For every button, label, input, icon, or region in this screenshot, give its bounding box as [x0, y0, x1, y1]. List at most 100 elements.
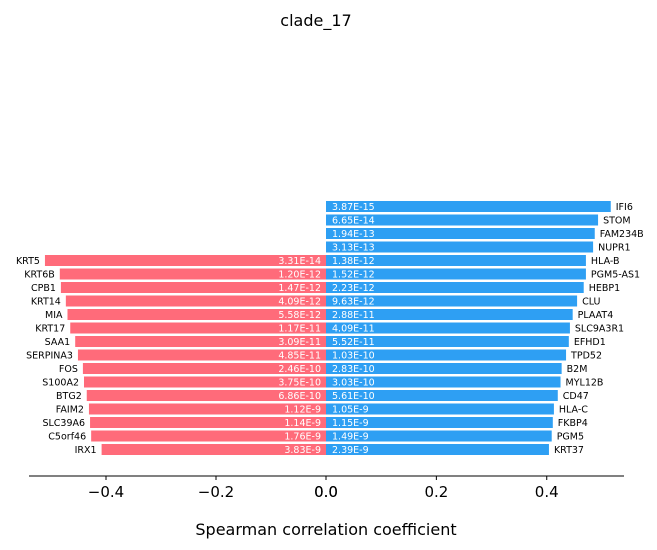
pvalue-label: 1.49E-9	[332, 432, 369, 443]
x-tick-label: −0.2	[198, 483, 234, 501]
bar-positive-STOM	[326, 214, 599, 226]
bar-negative-SLC39A6	[90, 417, 326, 428]
gene-label: KRT37	[554, 445, 584, 456]
x-axis-label: Spearman correlation coefficient	[195, 520, 456, 539]
pvalue-label: 3.87E-15	[332, 202, 375, 213]
bar-negative-KRT14	[65, 295, 326, 307]
chart-panels: 3.31E-14 KRT5 1.20E-12 KRT6B 1.47E-12 CPB1 4.0…	[16, 201, 644, 501]
gene-label: STOM	[603, 216, 631, 227]
pvalue-label: 1.17E-11	[278, 324, 321, 335]
pvalue-label: 1.94E-13	[332, 229, 375, 240]
pvalue-label: 4.09E-12	[278, 297, 321, 308]
gene-label: CPB1	[31, 283, 56, 294]
pvalue-label: 5.52E-11	[332, 337, 375, 348]
bar-positive-SLC9A3R1	[326, 322, 570, 334]
bar-positive-KRT37	[326, 444, 549, 455]
gene-label: SAA1	[45, 337, 71, 348]
bar-negative-IRX1	[101, 444, 326, 455]
bar-negative-SAA1	[75, 336, 326, 347]
bar-negative-S100A2	[84, 376, 326, 388]
pvalue-label: 3.03E-10	[332, 378, 375, 389]
gene-label: IRX1	[75, 445, 97, 456]
pvalue-label: 1.14E-9	[284, 418, 321, 429]
bar-positive-HLA-B	[326, 255, 586, 266]
bar-positive-PGM5	[326, 430, 552, 442]
gene-label: FKBP4	[558, 418, 588, 429]
bar-positive-NUPR1	[326, 241, 594, 253]
x-tick-label: −0.4	[88, 483, 124, 501]
gene-label: KRT5	[16, 256, 40, 267]
bar-negative-C5orf46	[91, 430, 327, 442]
pvalue-label: 1.52E-12	[332, 270, 375, 281]
pvalue-label: 6.86E-10	[278, 391, 321, 402]
bar-negative-FAIM2	[88, 403, 326, 415]
gene-label: HLA-C	[559, 405, 588, 416]
pvalue-label: 5.58E-12	[278, 310, 321, 321]
bar-positive-HLA-C	[326, 403, 554, 415]
pvalue-label: 1.12E-9	[284, 405, 321, 416]
gene-label: C5orf46	[48, 432, 86, 443]
gene-label: PLAAT4	[578, 310, 614, 321]
bar-positive-EFHD1	[326, 336, 569, 347]
bar-negative-KRT5	[44, 255, 326, 266]
bar-positive-B2M	[326, 363, 562, 374]
pvalue-label: 3.09E-11	[278, 337, 321, 348]
x-tick-label: 0.0	[314, 483, 338, 501]
gene-label: PGM5-AS1	[591, 270, 640, 281]
pvalue-label: 6.65E-14	[332, 216, 375, 227]
pvalue-label: 2.83E-10	[332, 364, 375, 375]
gene-label: BTG2	[56, 391, 82, 402]
gene-label: SLC9A3R1	[575, 324, 624, 335]
gene-label: HEBP1	[589, 283, 620, 294]
gene-label: HLA-B	[591, 256, 620, 267]
pvalue-label: 2.88E-11	[332, 310, 375, 321]
x-tick-label: 0.0	[314, 483, 338, 501]
bar-negative-FOS	[82, 363, 327, 374]
gene-label: MYL12B	[566, 378, 604, 389]
gene-label: SERPINA3	[26, 351, 73, 362]
pvalue-label: 3.31E-14	[278, 256, 321, 267]
gene-label: MIA	[45, 310, 63, 321]
pvalue-label: 1.38E-12	[332, 256, 375, 267]
pvalue-label: 1.15E-9	[332, 418, 369, 429]
gene-label: B2M	[567, 364, 588, 375]
bar-negative-KRT17	[70, 322, 326, 334]
bar-positive-TPD52	[326, 349, 567, 361]
bar-positive-FKBP4	[326, 417, 553, 428]
pvalue-label: 5.61E-10	[332, 391, 375, 402]
gene-label: FOS	[59, 364, 78, 375]
bar-positive-HEBP1	[326, 282, 584, 293]
gene-label: PGM5	[557, 432, 584, 443]
negative-panel: 3.31E-14 KRT5 1.20E-12 KRT6B 1.47E-12 CPB1 4.0…	[16, 255, 338, 501]
pvalue-label: 4.85E-11	[278, 351, 321, 362]
pvalue-label: 2.46E-10	[278, 364, 321, 375]
bar-negative-SERPINA3	[77, 349, 326, 361]
pvalue-label: 1.76E-9	[284, 432, 321, 443]
chart-title: clade_17	[280, 11, 351, 31]
gene-label: KRT17	[35, 324, 65, 335]
bar-positive-CLU	[326, 295, 578, 307]
gene-label: TPD52	[570, 351, 602, 362]
bar-positive-PGM5-AS1	[326, 268, 586, 280]
x-tick-label: 0.4	[535, 483, 559, 501]
bar-negative-BTG2	[86, 390, 326, 401]
bar-positive-CD47	[326, 390, 558, 401]
gene-label: CD47	[563, 391, 589, 402]
gene-label: FAM234B	[600, 229, 644, 240]
bar-positive-MYL12B	[326, 376, 561, 388]
pvalue-label: 1.05E-9	[332, 405, 369, 416]
x-tick-label: 0.2	[424, 483, 448, 501]
gene-label: SLC39A6	[42, 418, 85, 429]
bar-negative-MIA	[67, 309, 326, 320]
pvalue-label: 2.39E-9	[332, 445, 369, 456]
gene-label: S100A2	[42, 378, 79, 389]
pvalue-label: 2.23E-12	[332, 283, 375, 294]
bar-negative-CPB1	[60, 282, 327, 293]
gene-label: IFI6	[616, 202, 633, 213]
gene-label: FAIM2	[56, 405, 84, 416]
pvalue-label: 3.83E-9	[284, 445, 321, 456]
bar-positive-FAM234B	[326, 228, 595, 239]
pvalue-label: 3.13E-13	[332, 243, 375, 254]
bar-positive-PLAAT4	[326, 309, 573, 320]
